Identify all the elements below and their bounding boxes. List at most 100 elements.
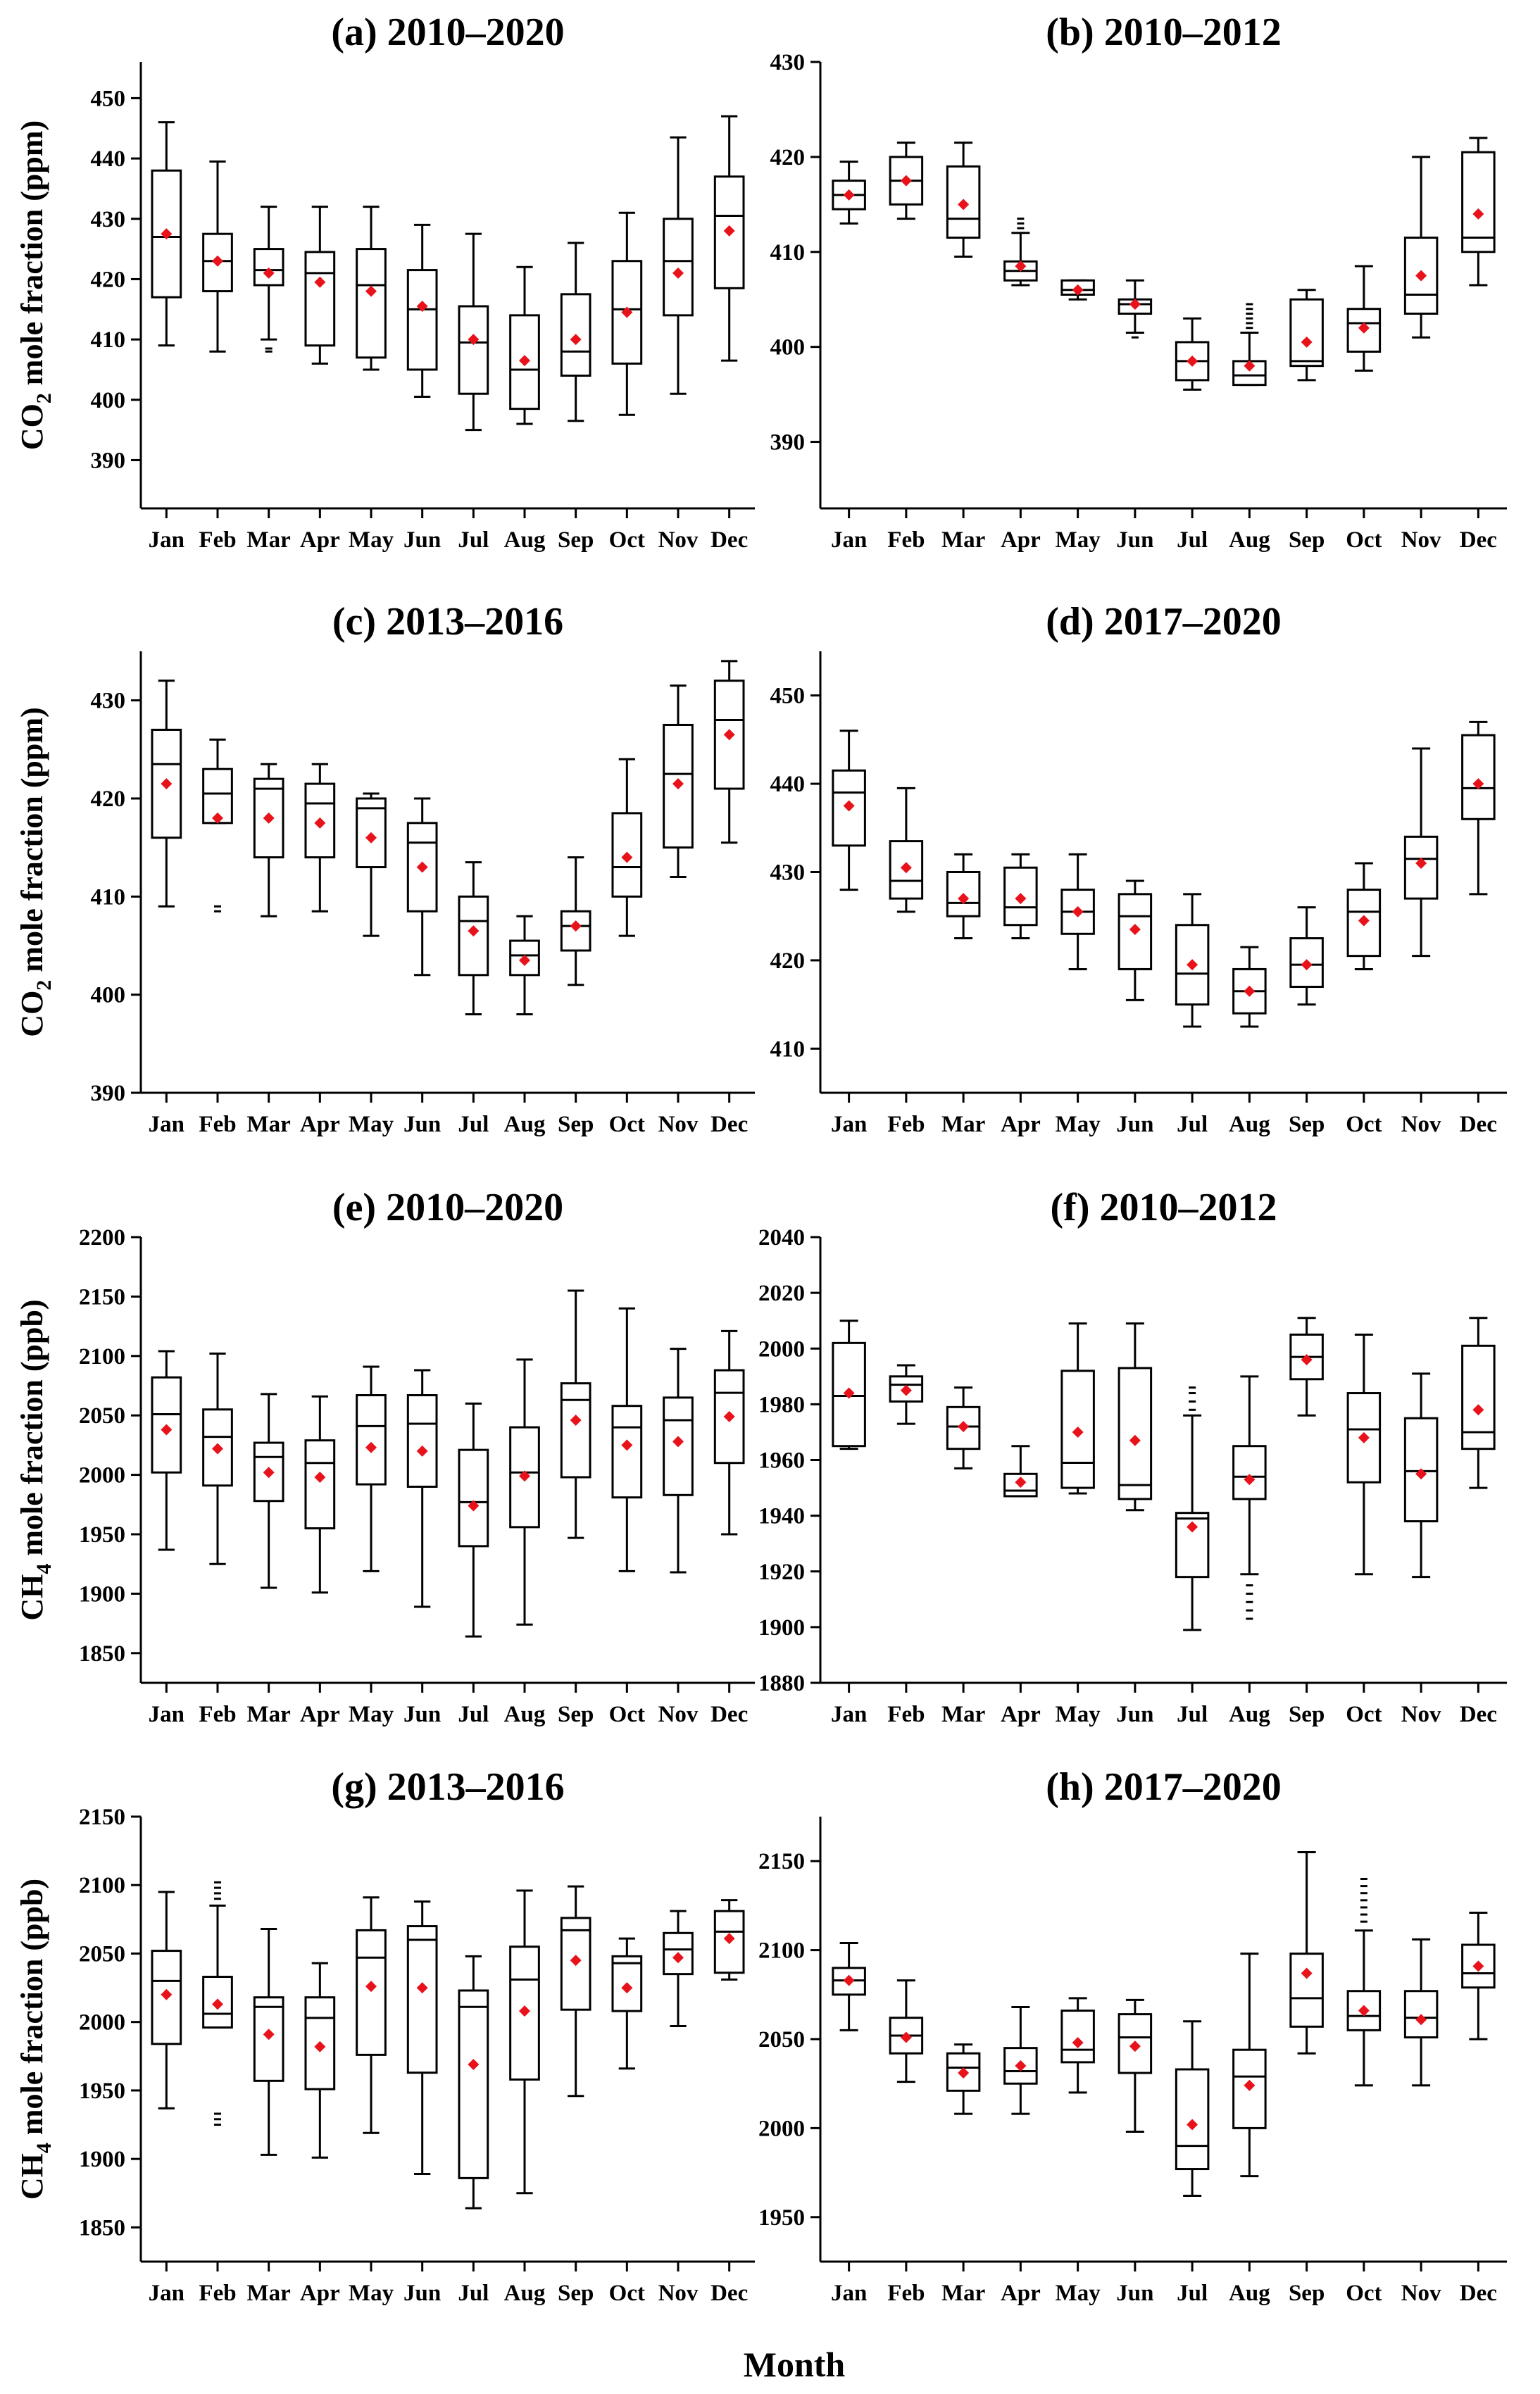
x-tick-label: Jan xyxy=(831,1702,867,1727)
x-tick-label: Feb xyxy=(199,1112,236,1137)
mean-marker xyxy=(1472,208,1484,220)
x-tick-label: Feb xyxy=(887,1702,925,1727)
y-tick-label: 400 xyxy=(770,335,806,361)
mean-marker xyxy=(1472,778,1484,790)
y-tick-label: 2100 xyxy=(758,1938,805,1964)
x-tick-label: May xyxy=(1056,527,1101,553)
box-jul xyxy=(1175,1386,1210,1631)
mean-marker xyxy=(1129,2041,1141,2053)
iqr-box xyxy=(304,1439,336,1530)
box-mar xyxy=(946,853,981,940)
x-tick-label: Feb xyxy=(887,1112,925,1137)
box-jan xyxy=(832,161,866,225)
x-tick-label: Mar xyxy=(247,1702,291,1727)
mean-marker xyxy=(570,920,582,932)
box-oct xyxy=(1346,1333,1382,1576)
iqr-box xyxy=(1175,1512,1210,1579)
y-tick-label: 450 xyxy=(91,86,126,111)
mean-marker xyxy=(1415,270,1427,282)
x-tick-label: May xyxy=(349,1112,394,1137)
x-tick-label: Apr xyxy=(1001,2281,1041,2306)
y-axis-label-subscript: 2 xyxy=(32,393,56,403)
x-tick-label: Jan xyxy=(149,2281,184,2306)
mean-marker xyxy=(1415,1468,1427,1480)
box-jul xyxy=(1175,317,1210,391)
y-tick-label: 1960 xyxy=(758,1448,805,1474)
panel-title: (b) 2010–2012 xyxy=(1046,11,1281,54)
iqr-box xyxy=(1461,1344,1496,1450)
box-sep xyxy=(560,856,591,986)
y-tick-label: 410 xyxy=(91,884,126,910)
x-tick-label: Dec xyxy=(1460,527,1497,553)
box-oct xyxy=(1346,265,1382,372)
mean-marker xyxy=(416,300,428,312)
y-tick-label: 450 xyxy=(770,684,806,709)
mean-marker xyxy=(314,817,326,829)
iqr-box xyxy=(611,1405,643,1499)
x-tick-label: Apr xyxy=(300,1702,340,1727)
x-tick-label: Oct xyxy=(1346,1702,1382,1727)
x-tick-label: Apr xyxy=(1001,1112,1041,1137)
x-tick-label: Jul xyxy=(458,1112,489,1137)
box-sep xyxy=(560,1885,591,2098)
iqr-box xyxy=(1232,1445,1267,1500)
x-tick-label: Jun xyxy=(1116,1112,1153,1137)
box-jun xyxy=(406,1900,438,2176)
mean-marker xyxy=(570,1955,582,1967)
x-tick-label: Aug xyxy=(504,1702,546,1727)
iqr-box xyxy=(1289,1953,1324,2028)
box-dec xyxy=(1461,1317,1496,1489)
box-mar xyxy=(253,763,284,917)
box-jun xyxy=(406,1369,438,1608)
y-tick-label: 410 xyxy=(91,327,126,353)
mean-marker xyxy=(570,334,582,346)
box-dec xyxy=(713,1899,745,1981)
mean-marker xyxy=(161,1424,173,1436)
box-feb xyxy=(202,1881,233,2126)
x-tick-label: Jan xyxy=(831,1112,867,1137)
mean-marker xyxy=(365,1981,377,1993)
x-tick-label: Dec xyxy=(1460,1702,1497,1727)
panel-title: (a) 2010–2020 xyxy=(331,11,564,54)
mean-marker xyxy=(519,1470,530,1482)
mean-marker xyxy=(263,2029,275,2041)
mean-marker xyxy=(519,355,530,367)
mean-marker xyxy=(1072,2037,1084,2049)
x-tick-label: Jan xyxy=(149,1702,184,1727)
mean-marker xyxy=(416,1445,428,1457)
x-tick-label: Mar xyxy=(247,527,291,553)
panel-a: (a) 2010–2020 390 400 410 420 430 440 450 Jan Feb… xyxy=(15,11,755,553)
iqr-box xyxy=(458,305,489,395)
mean-marker xyxy=(1244,2079,1256,2091)
mean-marker xyxy=(843,189,855,201)
mean-marker xyxy=(519,2005,530,2017)
mean-marker xyxy=(1301,1354,1313,1366)
box-mar xyxy=(946,1386,981,1469)
iqr-box xyxy=(560,1382,591,1479)
box-sep xyxy=(1289,1851,1324,2055)
y-tick-label: 390 xyxy=(91,448,126,473)
x-tick-label: Nov xyxy=(658,527,699,553)
box-oct xyxy=(611,1307,643,1572)
y-tick-label: 1900 xyxy=(79,1581,125,1607)
y-tick-label: 1900 xyxy=(758,1615,805,1641)
x-tick-label: Nov xyxy=(1401,2281,1441,2306)
box-jan xyxy=(151,121,182,347)
x-tick-label: Apr xyxy=(1001,527,1041,553)
mean-marker xyxy=(314,2041,326,2053)
mean-marker xyxy=(723,729,735,741)
x-tick-label: Jan xyxy=(831,2281,867,2306)
box-apr xyxy=(1003,853,1038,940)
box-apr xyxy=(304,1395,336,1594)
mean-marker xyxy=(161,1988,173,2000)
x-tick-label: Sep xyxy=(1289,2281,1325,2306)
x-tick-label: Dec xyxy=(710,1112,748,1137)
y-tick-label: 2100 xyxy=(79,1873,125,1898)
box-may xyxy=(356,1896,387,2134)
x-tick-label: Oct xyxy=(1346,527,1382,553)
box-nov xyxy=(663,1910,694,2028)
iqr-box xyxy=(1060,2010,1095,2064)
x-tick-label: Jun xyxy=(403,1702,441,1727)
panel-g: (g) 2013–2016 1850 1900 1950 2000 2050 2100 215… xyxy=(15,1765,755,2306)
mean-marker xyxy=(468,2058,480,2070)
